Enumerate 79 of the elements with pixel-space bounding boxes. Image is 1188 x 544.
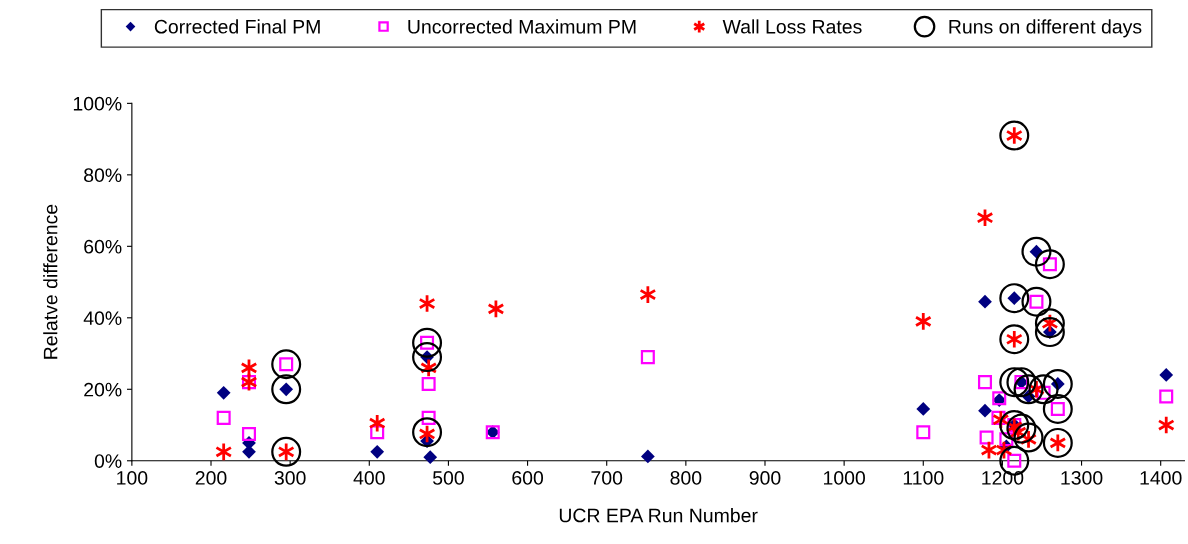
x-tick-label: 1400 bbox=[1140, 471, 1182, 485]
point bbox=[412, 417, 443, 448]
point bbox=[1159, 368, 1174, 382]
y-tick-label: 40% bbox=[83, 311, 122, 326]
y-tick-label: 100% bbox=[73, 96, 122, 111]
point bbox=[421, 410, 436, 425]
x-tick-label: 1300 bbox=[1061, 471, 1103, 485]
y-tick-label: 20% bbox=[84, 382, 122, 397]
point bbox=[271, 436, 302, 467]
point bbox=[215, 442, 233, 462]
point bbox=[1042, 427, 1073, 458]
point bbox=[1021, 286, 1052, 317]
x-tick-label: 1200 bbox=[982, 471, 1024, 485]
point bbox=[216, 410, 231, 425]
point bbox=[1006, 413, 1037, 444]
x-tick-label: 100 bbox=[117, 471, 148, 485]
point bbox=[241, 426, 257, 441]
point bbox=[640, 350, 655, 365]
point bbox=[976, 208, 994, 228]
point bbox=[1157, 415, 1175, 435]
point bbox=[1021, 236, 1052, 267]
y-axis-title: Relatve difference bbox=[43, 204, 58, 359]
legend-label: Corrected Final PM bbox=[154, 19, 320, 34]
point bbox=[999, 324, 1030, 355]
point bbox=[271, 349, 302, 380]
x-tick-label: 600 bbox=[512, 471, 544, 485]
point bbox=[916, 425, 931, 440]
point bbox=[1034, 249, 1065, 280]
x-tick-label: 200 bbox=[195, 471, 227, 485]
point bbox=[999, 410, 1030, 441]
x-tick-label: 800 bbox=[670, 471, 702, 485]
y-tick-label: 60% bbox=[84, 239, 122, 254]
y-tick-label: 80% bbox=[84, 168, 122, 183]
point bbox=[1028, 374, 1059, 405]
x-tick-label: 300 bbox=[274, 471, 306, 485]
point bbox=[914, 311, 932, 332]
x-tick-label: 700 bbox=[591, 471, 623, 485]
point bbox=[487, 299, 505, 319]
point bbox=[1034, 317, 1065, 348]
point bbox=[977, 375, 993, 390]
point bbox=[216, 385, 231, 400]
point bbox=[978, 294, 992, 309]
point bbox=[639, 284, 657, 305]
point bbox=[1042, 368, 1073, 399]
point bbox=[418, 293, 436, 314]
point bbox=[423, 450, 438, 465]
point bbox=[370, 444, 385, 459]
point bbox=[999, 120, 1030, 151]
point bbox=[1042, 393, 1073, 424]
point bbox=[368, 413, 386, 433]
legend-label: Wall Loss Rates bbox=[722, 19, 862, 34]
point bbox=[999, 432, 1014, 447]
point bbox=[412, 327, 443, 358]
x-tick-label: 1100 bbox=[903, 471, 944, 485]
legend-label: Uncorrected Maximum PM bbox=[408, 19, 636, 34]
point bbox=[916, 402, 931, 416]
point bbox=[978, 403, 992, 418]
y-tick-label: 0% bbox=[94, 454, 122, 469]
point bbox=[999, 367, 1030, 398]
x-axis-title: UCR EPA Run Number bbox=[559, 508, 758, 523]
point bbox=[999, 283, 1030, 314]
x-tick-label: 1000 bbox=[823, 471, 865, 485]
x-tick-label: 400 bbox=[353, 471, 385, 485]
point bbox=[1013, 374, 1044, 405]
point bbox=[1006, 367, 1037, 398]
legend-label: Runs on different days bbox=[949, 19, 1142, 38]
point bbox=[1013, 422, 1044, 453]
point bbox=[640, 449, 655, 464]
point bbox=[1034, 308, 1065, 339]
point bbox=[979, 430, 994, 445]
x-tick-label: 900 bbox=[749, 471, 781, 485]
point bbox=[412, 342, 443, 373]
point bbox=[991, 410, 1006, 425]
point bbox=[421, 376, 436, 391]
point bbox=[370, 425, 385, 440]
point bbox=[271, 374, 302, 405]
x-tick-label: 500 bbox=[432, 471, 464, 485]
point bbox=[1159, 389, 1174, 404]
point bbox=[980, 440, 998, 460]
